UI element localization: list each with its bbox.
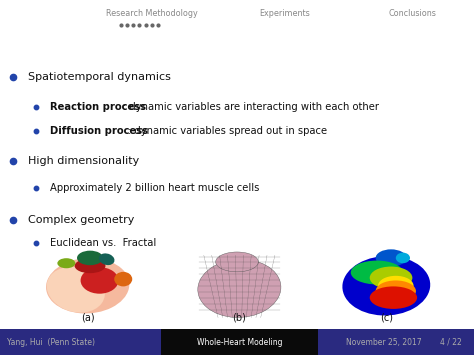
Ellipse shape xyxy=(198,259,281,317)
Bar xyxy=(0,329,161,355)
Ellipse shape xyxy=(342,256,430,316)
Text: November 25, 2017: November 25, 2017 xyxy=(346,338,422,347)
Text: (c): (c) xyxy=(380,313,393,323)
Text: Complex geometry: Complex geometry xyxy=(28,214,135,224)
Ellipse shape xyxy=(46,258,129,313)
Ellipse shape xyxy=(114,272,132,286)
Text: Euclidean vs.  Fractal: Euclidean vs. Fractal xyxy=(50,238,156,248)
Text: Research Methodology: Research Methodology xyxy=(106,9,198,18)
Ellipse shape xyxy=(351,261,403,284)
Bar xyxy=(318,329,474,355)
Ellipse shape xyxy=(99,253,115,265)
Ellipse shape xyxy=(216,252,258,272)
Text: Challenges: Challenges xyxy=(9,40,119,58)
Bar xyxy=(161,329,318,355)
Ellipse shape xyxy=(375,280,416,302)
Text: (b): (b) xyxy=(232,313,246,323)
Text: (a): (a) xyxy=(81,313,94,323)
Ellipse shape xyxy=(370,286,417,309)
Ellipse shape xyxy=(370,267,412,289)
Ellipse shape xyxy=(375,249,406,267)
Ellipse shape xyxy=(47,267,105,313)
Text: Yang, Hui  (Penn State): Yang, Hui (Penn State) xyxy=(7,338,95,347)
Text: High dimensionality: High dimensionality xyxy=(28,156,140,166)
Ellipse shape xyxy=(396,253,410,263)
Text: Approximately 2 billion heart muscle cells: Approximately 2 billion heart muscle cel… xyxy=(50,183,259,193)
Text: Spatiotemporal dynamics: Spatiotemporal dynamics xyxy=(28,71,171,82)
Text: Conclusions: Conclusions xyxy=(388,9,437,18)
Text: Experiments: Experiments xyxy=(259,9,310,18)
Text: Reaction process: Reaction process xyxy=(50,102,146,112)
Text: Introduction: Introduction xyxy=(28,9,85,18)
Text: Whole-Heart Modeling: Whole-Heart Modeling xyxy=(197,338,282,347)
Text: 4 / 22: 4 / 22 xyxy=(440,338,462,347)
Text: : dynamic variables spread out in space: : dynamic variables spread out in space xyxy=(128,126,327,136)
Text: : dynamic variables are interacting with each other: : dynamic variables are interacting with… xyxy=(124,102,380,112)
Ellipse shape xyxy=(57,258,75,268)
Ellipse shape xyxy=(378,276,413,296)
Ellipse shape xyxy=(75,258,106,273)
Ellipse shape xyxy=(77,251,103,265)
Ellipse shape xyxy=(81,267,118,294)
Text: Diffusion process: Diffusion process xyxy=(50,126,148,136)
